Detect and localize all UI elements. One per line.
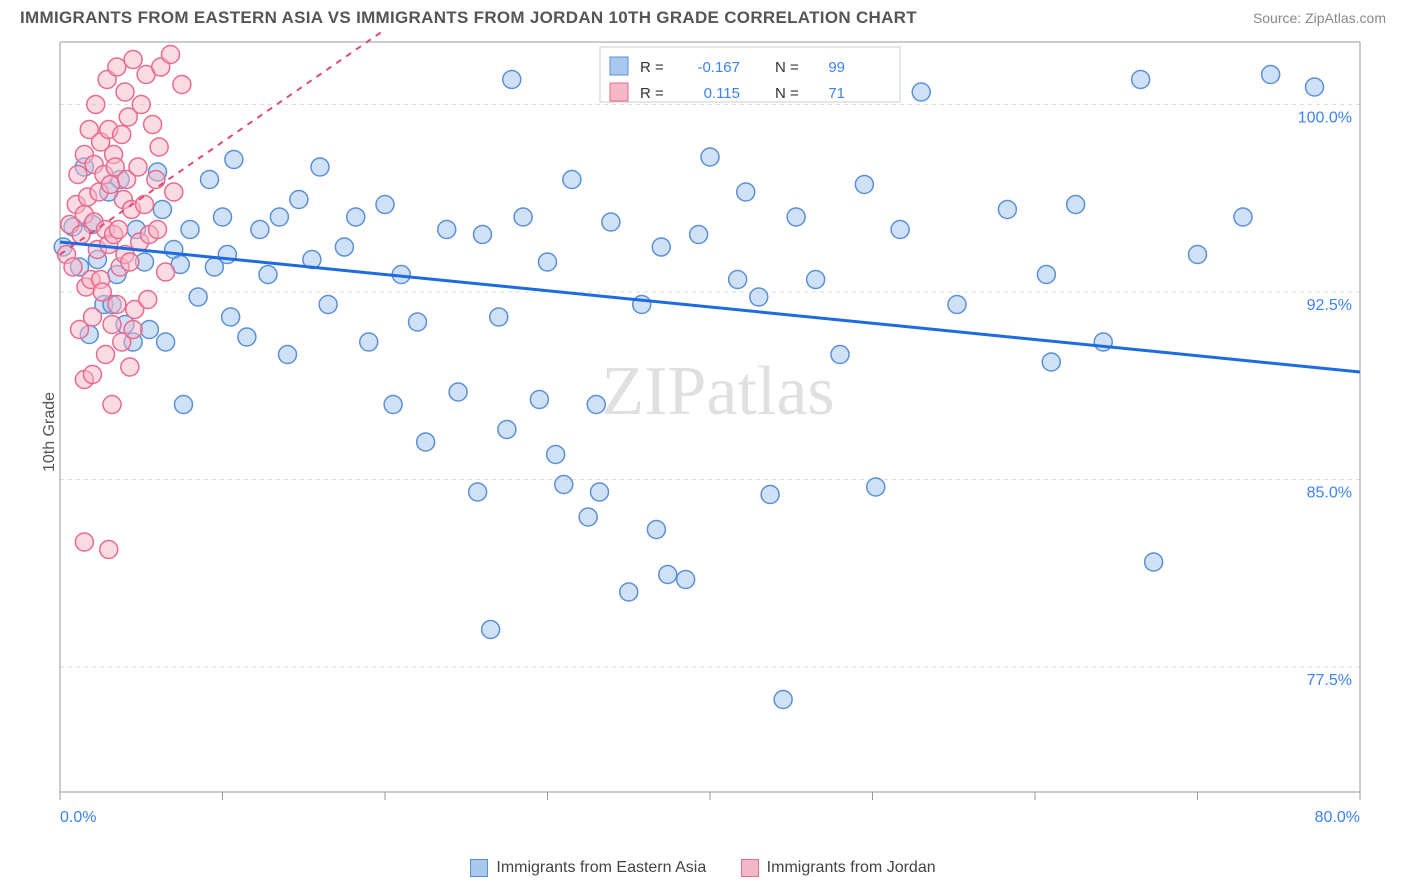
svg-text:0.115: 0.115 [704,85,740,102]
svg-text:R =: R = [640,85,664,102]
legend-label: Immigrants from Eastern Asia [496,859,706,877]
source-label: Source: ZipAtlas.com [1253,10,1386,26]
svg-text:99: 99 [828,59,845,76]
chart-title: IMMIGRANTS FROM EASTERN ASIA VS IMMIGRAN… [20,8,917,28]
svg-text:77.5%: 77.5% [1307,672,1352,689]
svg-text:N =: N = [775,59,799,76]
svg-text:92.5%: 92.5% [1307,297,1352,314]
legend-label: Immigrants from Jordan [767,859,936,877]
svg-text:-0.167: -0.167 [697,59,740,76]
legend-item-jordan: Immigrants from Jordan [741,859,936,877]
legend-swatch-icon [741,859,759,877]
y-axis-label: 10th Grade [41,392,59,472]
legend-item-eastern-asia: Immigrants from Eastern Asia [470,859,706,877]
title-bar: IMMIGRANTS FROM EASTERN ASIA VS IMMIGRAN… [0,0,1406,32]
svg-text:N =: N = [775,85,799,102]
svg-text:0.0%: 0.0% [60,809,96,826]
svg-text:71: 71 [828,85,845,102]
svg-text:100.0%: 100.0% [1298,110,1352,127]
scatter-chart: 77.5% 85.0% 92.5% 100.0% 0.0% 80.0% R = -0.167 N… [50,32,1386,832]
legend-swatch-icon [470,859,488,877]
svg-text:85.0%: 85.0% [1307,485,1352,502]
bottom-legend: Immigrants from Eastern Asia Immigrants … [0,859,1406,882]
svg-text:80.0%: 80.0% [1315,809,1360,826]
svg-text:R =: R = [640,59,664,76]
plot-area: 10th Grade 77.5%85.0%92.5%100.0%0.0%80.0… [50,32,1386,832]
